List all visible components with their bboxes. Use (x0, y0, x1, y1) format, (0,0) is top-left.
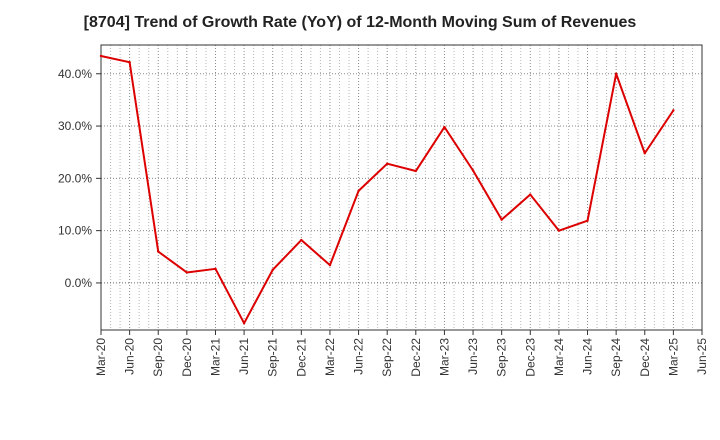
y-tick-label: 40.0% (58, 67, 92, 81)
data-point (185, 271, 189, 274)
x-tick-label: Sep-24 (609, 338, 623, 377)
x-tick-label: Sep-22 (380, 338, 394, 377)
x-tick-label: Sep-21 (266, 338, 280, 377)
data-point (414, 169, 418, 173)
data-point (300, 238, 303, 242)
x-tick-label: Dec-22 (409, 338, 423, 377)
x-tick-label: Jun-25 (695, 338, 709, 375)
y-tick-label: 10.0% (58, 224, 92, 238)
data-point (529, 193, 532, 196)
data-point (672, 109, 675, 112)
y-tick-label: 0.0% (65, 276, 93, 290)
data-point (242, 322, 246, 325)
data-point (385, 162, 389, 165)
data-point (157, 250, 160, 253)
data-point (128, 61, 131, 64)
data-point (443, 125, 446, 129)
x-tick-label: Dec-21 (294, 338, 308, 377)
plot-frame (100, 44, 703, 331)
x-tick-label: Jun-24 (581, 338, 595, 375)
chart-title: [8704] Trend of Growth Rate (YoY) of 12-… (83, 14, 637, 31)
x-tick-label: Jun-22 (352, 338, 366, 375)
data-point (328, 263, 332, 267)
x-tick-label: Sep-23 (495, 338, 509, 377)
x-tick-label: Jun-21 (237, 338, 251, 375)
x-tick-label: Mar-24 (552, 338, 566, 376)
x-tick-label: Jun-20 (123, 338, 137, 375)
x-tick-label: Dec-23 (523, 338, 537, 377)
data-point (214, 267, 217, 271)
x-tick-label: Sep-20 (151, 338, 165, 377)
data-point (614, 72, 618, 75)
x-tick-label: Mar-20 (94, 338, 108, 376)
y-tick-label: 20.0% (58, 171, 92, 185)
x-tick-label: Dec-20 (180, 338, 194, 377)
data-point (357, 189, 360, 193)
x-tick-label: Mar-25 (666, 338, 680, 376)
data-point (471, 169, 475, 172)
data-point (500, 218, 503, 221)
x-tick-label: Mar-22 (323, 338, 337, 376)
x-tick-label: Mar-23 (437, 338, 451, 376)
x-tick-label: Jun-23 (466, 338, 480, 375)
data-point (99, 54, 103, 58)
data-point (586, 219, 589, 222)
data-point (643, 152, 646, 155)
data-point (271, 268, 274, 272)
y-tick-label: 30.0% (58, 119, 92, 133)
data-point (557, 229, 561, 232)
x-tick-label: Mar-21 (208, 338, 222, 376)
x-tick-label: Dec-24 (638, 338, 652, 377)
